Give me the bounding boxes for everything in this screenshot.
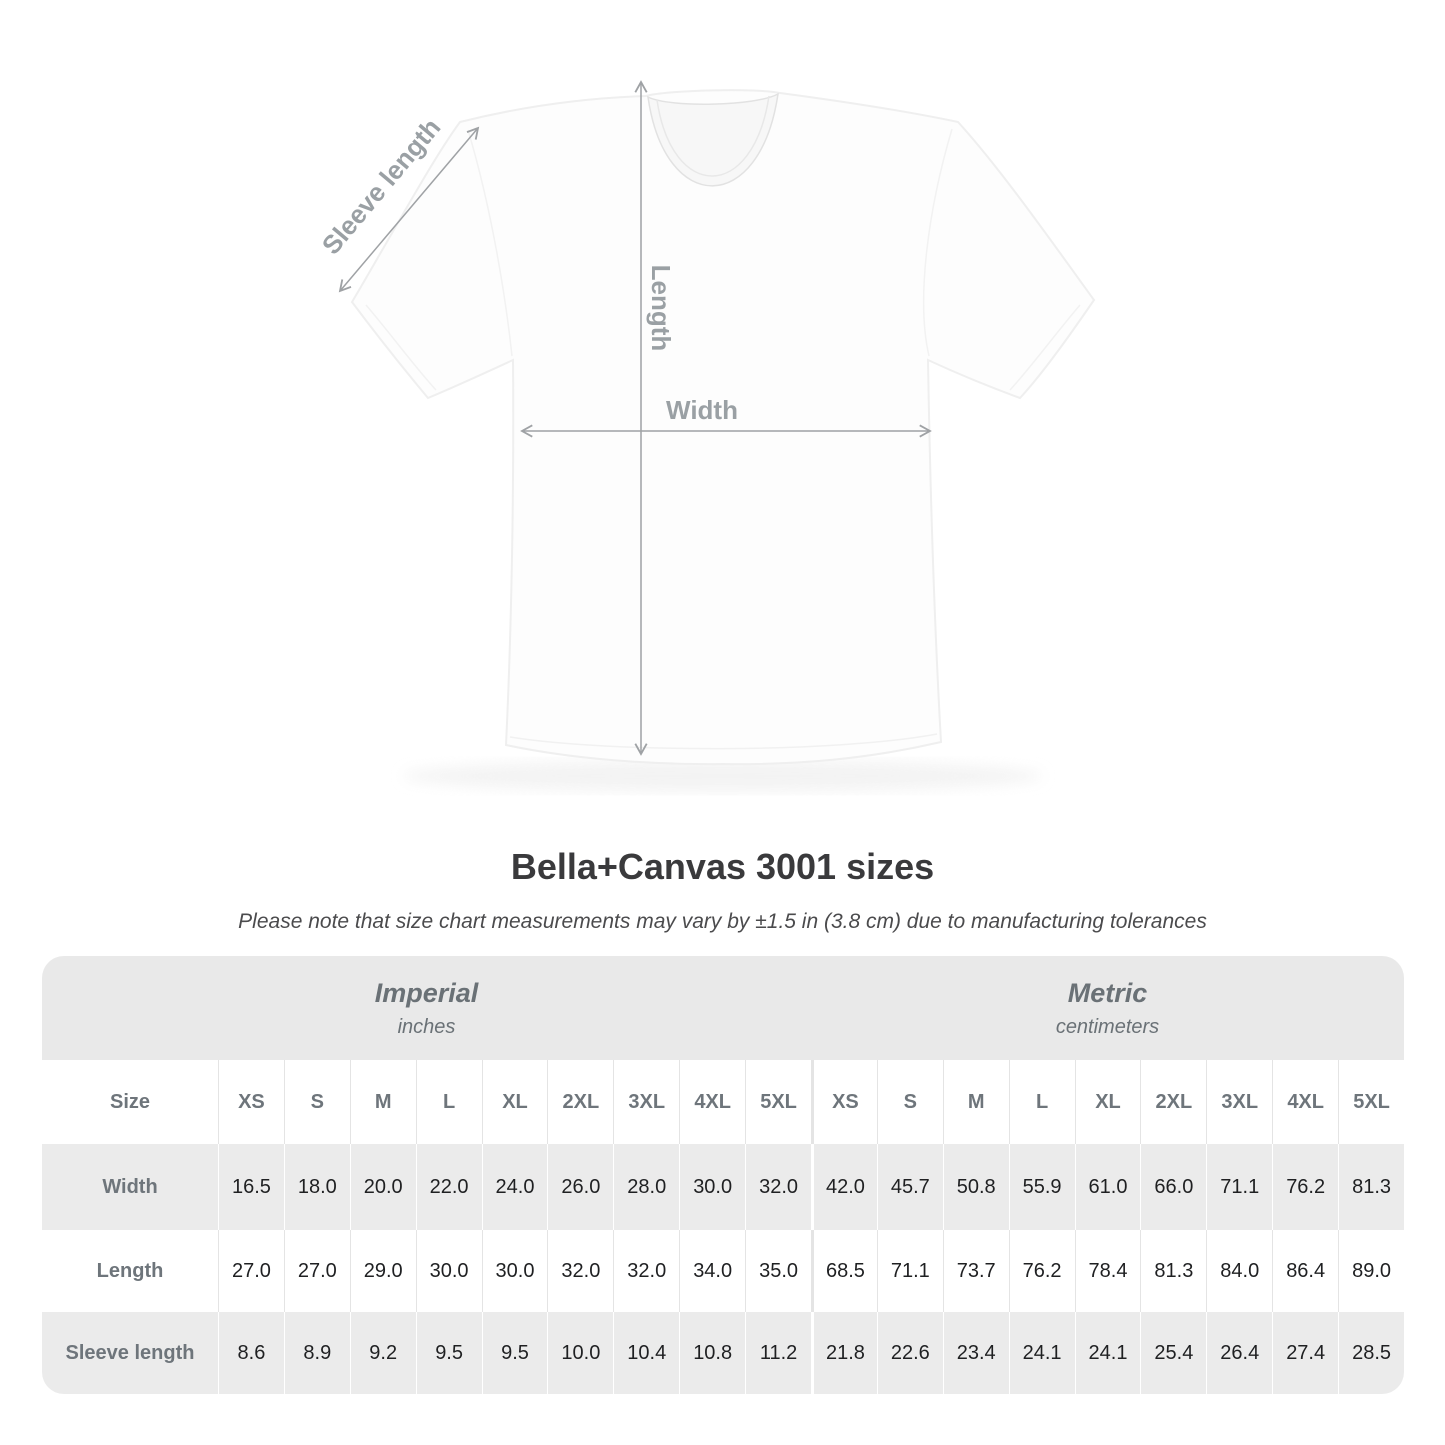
value-cell: 34.0 [679,1230,745,1312]
col-header-imperial-m: M [349,1060,416,1144]
page-subtitle: Please note that size chart measurements… [238,910,1207,933]
value-cell: 9.5 [481,1312,548,1394]
value-cell: 71.1 [876,1230,943,1312]
value-cell: 26.4 [1206,1312,1272,1394]
metric-header: Metric centimeters [811,956,1404,1060]
value-cell: 28.0 [613,1144,679,1230]
value-cell: 10.0 [547,1312,613,1394]
col-header-metric-xs: XS [810,1060,877,1144]
value-cell: 28.5 [1338,1312,1404,1394]
value-cell: 78.4 [1074,1230,1141,1312]
value-cell: 9.2 [349,1312,416,1394]
size-table: Imperial inches Metric centimeters Size X… [42,956,1404,1394]
size-col-header: Size [109,1090,151,1113]
value-cell: 11.2 [745,1312,811,1394]
value-cell: 25.4 [1140,1312,1206,1394]
value-cell: 68.5 [810,1230,877,1312]
imperial-header-name: Imperial [374,977,479,1008]
value-cell: 45.7 [876,1144,943,1230]
col-header-imperial-xs: XS [218,1060,284,1144]
value-cell: 61.0 [1074,1144,1141,1230]
value-cell: 86.4 [1272,1230,1338,1312]
page-title: Bella+Canvas 3001 sizes [510,846,935,887]
col-header-metric-m: M [942,1060,1009,1144]
col-header-metric-4xl: 4XL [1272,1060,1338,1144]
value-cell: 22.6 [876,1312,943,1394]
value-cell: 50.8 [942,1144,1009,1230]
row-label: Length [96,1259,164,1282]
col-header-metric-xl: XL [1074,1060,1141,1144]
length-label: Length [646,265,676,352]
value-cell: 30.0 [481,1230,548,1312]
tshirt-diagram: Width Length Sleeve length [316,80,1096,792]
value-cell: 24.1 [1008,1312,1075,1394]
value-cell: 84.0 [1206,1230,1272,1312]
value-cell: 73.7 [942,1230,1009,1312]
col-header-metric-s: S [876,1060,943,1144]
collar [647,92,779,187]
value-cell: 32.0 [613,1230,679,1312]
value-cell: 27.4 [1272,1312,1338,1394]
value-cell: 32.0 [745,1144,811,1230]
tshirt-outline [350,89,1096,766]
value-cell: 18.0 [283,1144,350,1230]
value-cell: 24.1 [1074,1312,1141,1394]
col-header-metric-2xl: 2XL [1140,1060,1206,1144]
sleeve-length-arrow [338,126,480,293]
value-cell: 26.0 [547,1144,613,1230]
value-cell: 22.0 [415,1144,482,1230]
value-cell: 81.3 [1338,1144,1404,1230]
value-cell: 24.0 [481,1144,548,1230]
unit-header-row: Imperial inches Metric centimeters [42,956,1404,1060]
col-header-imperial-5xl: 5XL [745,1060,811,1144]
width-label: Width [666,395,738,425]
value-cell: 9.5 [415,1312,482,1394]
value-cell: 30.0 [679,1144,745,1230]
value-cell: 16.5 [218,1144,284,1230]
value-cell: 21.8 [810,1312,877,1394]
col-header-imperial-xl: XL [481,1060,548,1144]
value-cell: 66.0 [1140,1144,1206,1230]
value-cell: 29.0 [349,1230,416,1312]
value-cell: 8.9 [283,1312,350,1394]
value-cell: 89.0 [1338,1230,1404,1312]
col-header-imperial-3xl: 3XL [613,1060,679,1144]
value-cell: 81.3 [1140,1230,1206,1312]
measurement-row-width: Width 16.5 18.0 20.0 22.0 24.0 26.0 28.0 30.0 32.… [42,1144,1404,1230]
metric-header-unit: centimeters [1055,1015,1160,1038]
measurement-row-sleeve-length: Sleeve length 8.6 8.9 9.2 9.5 9.5 10.0 10.4 10.8… [42,1312,1404,1394]
value-cell: 27.0 [283,1230,350,1312]
col-header-imperial-s: S [283,1060,350,1144]
row-label: Width [102,1175,158,1198]
value-cell: 20.0 [349,1144,416,1230]
row-label: Sleeve length [65,1341,195,1364]
measurement-row-length: Length 27.0 27.0 29.0 30.0 30.0 32.0 32.0 34.0 35… [42,1230,1404,1312]
shirt-shadow [403,760,1043,792]
size-header-row: Size XS S M L XL 2XL 3XL 4XL 5XL XS S M L XL 2XL 3XL 4XL 5… [42,1060,1404,1144]
col-header-imperial-l: L [415,1060,482,1144]
col-header-metric-5xl: 5XL [1338,1060,1404,1144]
value-cell: 76.2 [1272,1144,1338,1230]
value-cell: 76.2 [1008,1230,1075,1312]
col-header-metric-3xl: 3XL [1206,1060,1272,1144]
value-cell: 32.0 [547,1230,613,1312]
metric-header-name: Metric [1067,977,1148,1008]
col-header-imperial-2xl: 2XL [547,1060,613,1144]
value-cell: 42.0 [810,1144,877,1230]
value-cell: 10.4 [613,1312,679,1394]
value-cell: 35.0 [745,1230,811,1312]
value-cell: 10.8 [679,1312,745,1394]
table-rows: Size XS S M L XL 2XL 3XL 4XL 5XL XS S M L XL 2XL 3XL 4XL 5… [42,1060,1404,1394]
value-cell: 23.4 [942,1312,1009,1394]
value-cell: 30.0 [415,1230,482,1312]
imperial-header: Imperial inches [42,956,811,1060]
value-cell: 71.1 [1206,1144,1272,1230]
value-cell: 8.6 [218,1312,284,1394]
col-header-metric-l: L [1008,1060,1075,1144]
imperial-header-unit: inches [397,1015,456,1038]
value-cell: 55.9 [1008,1144,1075,1230]
value-cell: 27.0 [218,1230,284,1312]
col-header-imperial-4xl: 4XL [679,1060,745,1144]
